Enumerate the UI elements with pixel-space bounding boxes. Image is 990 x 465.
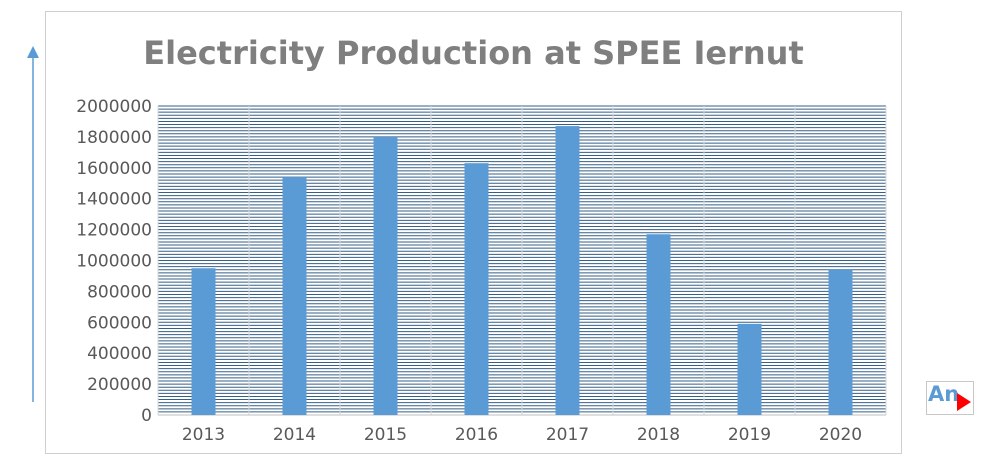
y-tick-label: 2000000 [76, 97, 152, 117]
corner-label[interactable]: An [926, 381, 974, 415]
y-tick-label: 200000 [87, 375, 152, 395]
bar-2013 [191, 268, 216, 415]
x-tick-label: 2013 [182, 425, 225, 445]
x-tick-label: 2014 [273, 425, 316, 445]
bar-2017 [555, 126, 580, 415]
bar-2020 [828, 269, 853, 415]
bar-2014 [282, 177, 307, 415]
bar-2019 [737, 323, 762, 415]
y-tick-label: 1800000 [76, 128, 152, 148]
x-tick-label: 2019 [728, 425, 771, 445]
x-tick-label: 2018 [637, 425, 680, 445]
play-icon [957, 393, 971, 411]
y-tick-label: 600000 [87, 313, 152, 333]
y-tick-label: 400000 [87, 344, 152, 364]
y-tick-label: 1400000 [76, 190, 152, 210]
side-arrow-icon [27, 46, 39, 402]
y-tick-label: 1000000 [76, 252, 152, 272]
chart-title: Electricity Production at SPEE Iernut [143, 34, 804, 72]
corner-label-text: An [928, 382, 960, 406]
y-tick-label: 800000 [87, 282, 152, 302]
x-tick-label: 2017 [546, 425, 589, 445]
y-tick-label: 0 [141, 406, 152, 426]
y-tick-label: 1200000 [76, 221, 152, 241]
bar-2016 [464, 163, 489, 415]
y-tick-label: 1600000 [76, 159, 152, 179]
x-tick-label: 2015 [364, 425, 407, 445]
bar-2018 [646, 234, 671, 415]
x-tick-label: 2020 [819, 425, 862, 445]
bar-2015 [373, 136, 398, 415]
x-tick-label: 2016 [455, 425, 498, 445]
